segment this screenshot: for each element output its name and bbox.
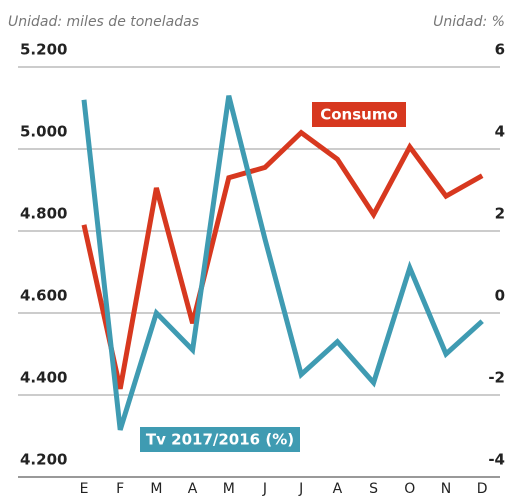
series-label: Tv 2017/2016 (%) [146,431,294,449]
y2-tick-label: 6 [495,41,505,59]
y-unit: Unidad: miles de toneladas [8,14,199,30]
series-label: Consumo [320,106,398,124]
y-tick-label: 4.800 [20,205,67,223]
series-label-box [140,427,300,452]
x-tick-label: J [298,481,303,496]
x-tick-label: A [188,481,198,496]
y2-tick-label: 0 [495,287,505,305]
y2-unit: Unidad: % [433,14,505,30]
x-tick-label: J [262,481,267,496]
x-tick-label: M [223,481,235,496]
x-tick-label: F [116,481,124,496]
y2-tick-label: 2 [495,205,505,223]
x-tick-label: S [369,481,378,496]
x-tick-label: D [477,481,488,496]
y-tick-label: 4.600 [20,287,67,305]
series-line [81,95,484,431]
y-tick-label: 4.200 [20,451,67,469]
series-label-box [312,102,406,127]
y2-tick-label: -4 [488,451,505,469]
x-tick-label: M [150,481,162,496]
x-tick-label: O [404,481,415,496]
x-tick-label: E [80,481,89,496]
x-tick-label: A [333,481,343,496]
y-tick-label: 5.000 [20,123,67,141]
y-tick-label: 5.200 [20,41,67,59]
series-line [81,129,484,390]
y2-tick-label: 4 [495,123,505,141]
x-tick-label: N [441,481,451,496]
y-tick-label: 4.400 [20,369,67,387]
y2-tick-label: -2 [488,369,505,387]
